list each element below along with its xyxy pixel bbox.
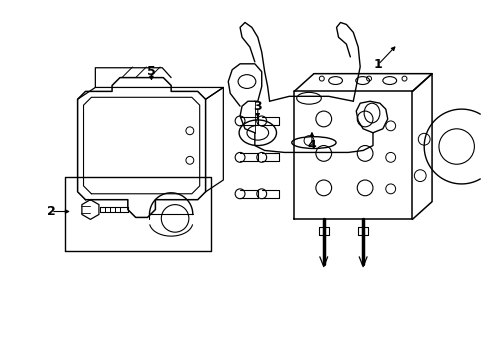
Text: 1: 1 — [373, 58, 382, 71]
Text: 4: 4 — [307, 139, 316, 152]
Text: 3: 3 — [253, 100, 262, 113]
Text: 5: 5 — [147, 65, 156, 78]
Text: 2: 2 — [46, 205, 55, 218]
